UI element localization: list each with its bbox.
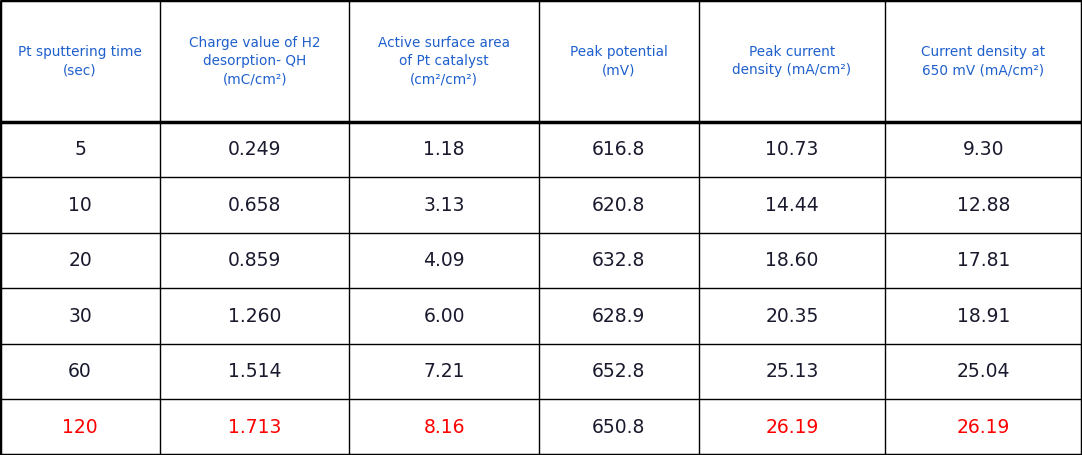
Bar xyxy=(885,288,1082,344)
Text: 632.8: 632.8 xyxy=(592,251,646,270)
Text: 616.8: 616.8 xyxy=(592,140,646,159)
Bar xyxy=(0,288,160,344)
Text: 26.19: 26.19 xyxy=(956,418,1011,437)
Text: 10.73: 10.73 xyxy=(765,140,819,159)
Text: 12.88: 12.88 xyxy=(956,196,1011,215)
Bar xyxy=(539,288,699,344)
Bar xyxy=(0,233,160,288)
Text: 18.91: 18.91 xyxy=(956,307,1011,326)
Text: Pt sputtering time
(sec): Pt sputtering time (sec) xyxy=(18,45,142,77)
Bar xyxy=(349,344,539,399)
Bar xyxy=(349,233,539,288)
Bar xyxy=(699,399,885,455)
Text: 0.249: 0.249 xyxy=(228,140,281,159)
Bar xyxy=(539,122,699,177)
Bar xyxy=(539,233,699,288)
Bar xyxy=(160,177,349,233)
Bar xyxy=(885,233,1082,288)
Text: 1.18: 1.18 xyxy=(423,140,465,159)
Bar xyxy=(349,122,539,177)
Text: 14.44: 14.44 xyxy=(765,196,819,215)
Bar xyxy=(539,344,699,399)
Text: Charge value of H2
desorption- QH
(mC/cm²): Charge value of H2 desorption- QH (mC/cm… xyxy=(189,35,320,86)
Text: 26.19: 26.19 xyxy=(765,418,819,437)
Text: 20.35: 20.35 xyxy=(765,307,819,326)
Bar xyxy=(885,177,1082,233)
Text: 0.658: 0.658 xyxy=(228,196,281,215)
Bar xyxy=(0,122,160,177)
Bar xyxy=(0,0,160,122)
Bar xyxy=(0,177,160,233)
Bar xyxy=(160,344,349,399)
Bar xyxy=(160,233,349,288)
Bar xyxy=(539,399,699,455)
Text: 30: 30 xyxy=(68,307,92,326)
Bar xyxy=(349,288,539,344)
Text: 25.04: 25.04 xyxy=(956,362,1011,381)
Bar xyxy=(349,177,539,233)
Bar xyxy=(539,177,699,233)
Bar xyxy=(160,399,349,455)
Bar xyxy=(699,177,885,233)
Text: 60: 60 xyxy=(68,362,92,381)
Text: 9.30: 9.30 xyxy=(963,140,1004,159)
Bar xyxy=(885,0,1082,122)
Text: 4.09: 4.09 xyxy=(423,251,465,270)
Bar xyxy=(699,122,885,177)
Text: 7.21: 7.21 xyxy=(423,362,465,381)
Text: Peak current
density (mA/cm²): Peak current density (mA/cm²) xyxy=(733,45,852,77)
Bar xyxy=(160,0,349,122)
Text: 17.81: 17.81 xyxy=(956,251,1011,270)
Text: 18.60: 18.60 xyxy=(765,251,819,270)
Bar xyxy=(349,0,539,122)
Text: Peak potential
(mV): Peak potential (mV) xyxy=(570,45,668,77)
Text: 1.514: 1.514 xyxy=(228,362,281,381)
Text: 5: 5 xyxy=(75,140,85,159)
Bar xyxy=(885,399,1082,455)
Text: 25.13: 25.13 xyxy=(765,362,819,381)
Text: Active surface area
of Pt catalyst
(cm²/cm²): Active surface area of Pt catalyst (cm²/… xyxy=(379,35,510,86)
Bar xyxy=(349,399,539,455)
Text: 8.16: 8.16 xyxy=(423,418,465,437)
Text: 628.9: 628.9 xyxy=(592,307,646,326)
Text: 652.8: 652.8 xyxy=(592,362,646,381)
Bar xyxy=(699,288,885,344)
Bar xyxy=(0,344,160,399)
Text: 620.8: 620.8 xyxy=(592,196,646,215)
Text: 650.8: 650.8 xyxy=(592,418,646,437)
Text: 1.713: 1.713 xyxy=(228,418,281,437)
Bar xyxy=(885,122,1082,177)
Text: 20: 20 xyxy=(68,251,92,270)
Text: Current density at
650 mV (mA/cm²): Current density at 650 mV (mA/cm²) xyxy=(922,45,1045,77)
Bar xyxy=(699,0,885,122)
Bar xyxy=(0,399,160,455)
Bar xyxy=(885,344,1082,399)
Bar xyxy=(160,122,349,177)
Text: 3.13: 3.13 xyxy=(423,196,465,215)
Bar xyxy=(699,344,885,399)
Bar xyxy=(160,288,349,344)
Text: 6.00: 6.00 xyxy=(423,307,465,326)
Bar xyxy=(699,233,885,288)
Text: 120: 120 xyxy=(63,418,97,437)
Text: 10: 10 xyxy=(68,196,92,215)
Text: 0.859: 0.859 xyxy=(228,251,281,270)
Text: 1.260: 1.260 xyxy=(228,307,281,326)
Bar xyxy=(539,0,699,122)
